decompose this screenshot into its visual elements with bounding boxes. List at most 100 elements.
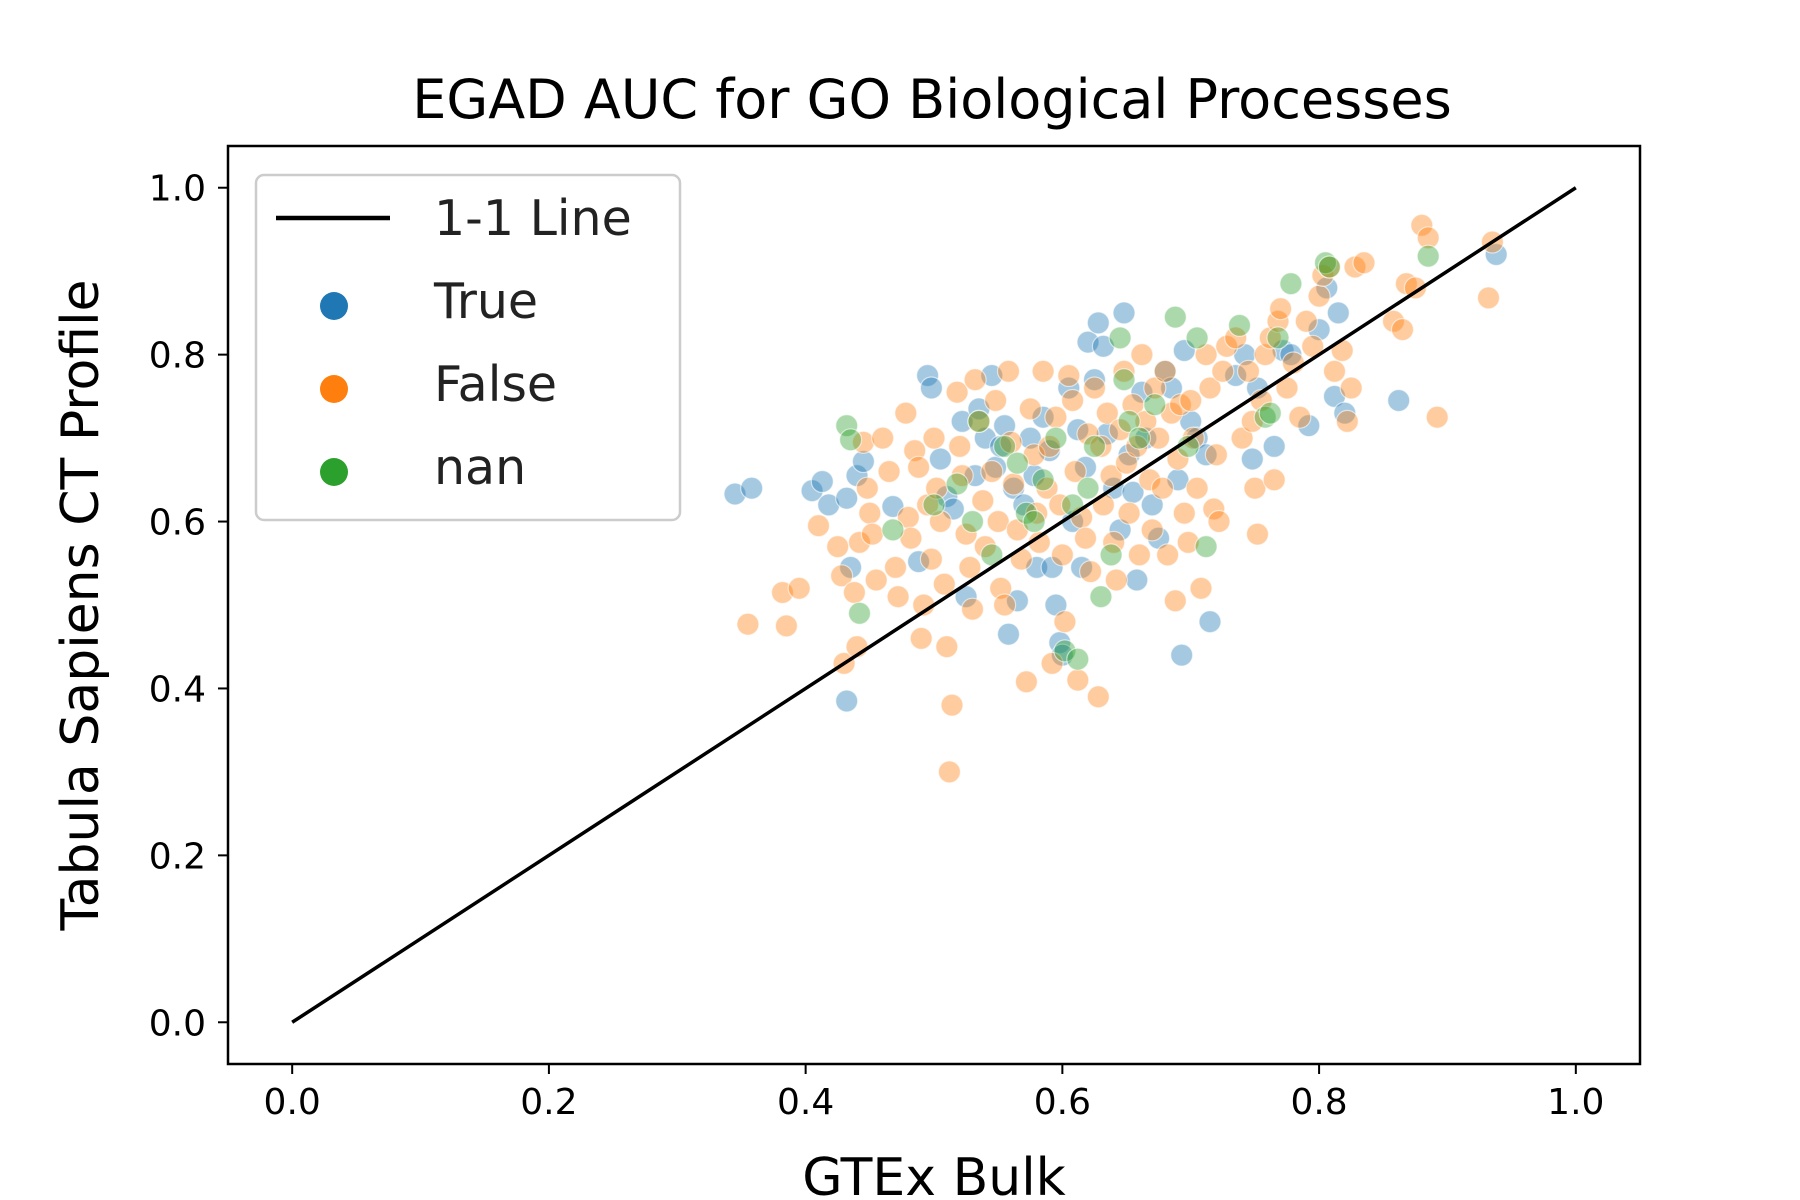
point-false [1339,376,1363,400]
point-false [1143,376,1167,400]
point-false [1053,610,1077,634]
y-tick-label: 0.2 [149,836,206,877]
point-true [1240,447,1264,471]
point-false [1179,388,1203,413]
point-true [928,447,953,471]
point-false [1236,359,1261,383]
plot-frame [226,144,1642,1066]
point-nan [960,509,985,534]
point-false [1150,476,1175,500]
point-false [1189,576,1213,600]
point-false [1091,493,1116,517]
point-true [800,479,824,503]
point-false [1204,443,1229,467]
point-true [1387,388,1411,413]
point-false [999,430,1023,454]
point-nan [1143,393,1167,417]
point-false [945,380,969,404]
point-nan [1127,426,1152,450]
point-false [1086,685,1110,709]
point-nan [992,434,1017,458]
point-false [1163,589,1187,613]
point-false [1044,405,1068,429]
point-false [1207,509,1231,534]
point-nan [945,472,969,496]
point-false [1307,284,1331,308]
point-false [1185,476,1209,500]
point-false [894,401,918,425]
point-false [1095,401,1119,425]
point-false [855,476,879,500]
legend-dot-true [320,292,348,320]
point-false [1381,309,1406,333]
point-true [1076,330,1100,354]
y-tick-label: 1.0 [149,169,206,210]
point-false [1138,468,1162,492]
point-false [1104,568,1128,592]
point-false [877,459,901,484]
point-false [960,597,985,621]
point-false [1243,476,1267,500]
point-true [851,449,876,474]
point-nan [967,409,991,433]
point-false [1155,543,1180,567]
point-true [1082,368,1107,392]
point-false [986,509,1010,534]
point-true [835,486,859,510]
point-true [919,376,944,400]
point-true [1170,643,1194,667]
point-false [1127,543,1152,567]
y-axis: 0.0 0.2 0.4 0.6 0.8 1.0 [149,169,228,1044]
point-nan [847,601,872,625]
point-nan [1313,251,1338,275]
point-false [940,693,964,717]
y-tick-label: 0.4 [149,669,206,710]
x-tick-label: 0.6 [1034,1082,1091,1123]
point-nan [1163,305,1187,329]
point-false [1268,297,1293,321]
point-nan [1005,451,1030,475]
point-false [1245,522,1270,546]
point-false [1230,426,1254,450]
one-to-one-line [291,186,1577,1024]
point-nan [835,414,859,438]
point-true [1198,610,1222,634]
point-nan [1227,313,1252,337]
point-false [774,614,799,638]
point-false [847,530,872,555]
point-false [1224,326,1248,350]
point-true [838,555,863,580]
legend-dot-false [320,375,348,403]
point-true [810,469,834,494]
point-nan [1022,509,1046,534]
point-false [1125,434,1149,458]
point-false [1040,651,1064,676]
legend-dot-nan [320,458,348,486]
point-false [919,547,944,571]
x-axis: 0.0 0.2 0.4 0.6 0.8 1.0 [264,1064,1604,1123]
x-tick-label: 0.0 [264,1082,321,1123]
point-true [1333,401,1357,425]
point-nan [1108,326,1132,350]
point-false [883,555,908,580]
point-false [1031,359,1055,383]
point-true [1134,426,1158,450]
x-tick-label: 1.0 [1547,1082,1604,1123]
point-false [958,555,982,580]
point-nan [1076,476,1100,500]
point-false [1172,501,1196,525]
point-false [1211,359,1235,383]
legend-label-line: 1-1 Line [434,190,632,247]
point-true [835,689,859,713]
point-nan [1194,534,1218,559]
point-false [842,580,867,605]
legend-label-true: True [433,273,538,330]
point-true [1031,405,1055,429]
point-false [1112,359,1136,383]
point-nan [1053,639,1077,663]
point-false [1198,376,1222,400]
point-false [996,359,1021,383]
point-true [1484,242,1508,267]
point-false [1117,501,1141,525]
point-false [1215,334,1239,358]
